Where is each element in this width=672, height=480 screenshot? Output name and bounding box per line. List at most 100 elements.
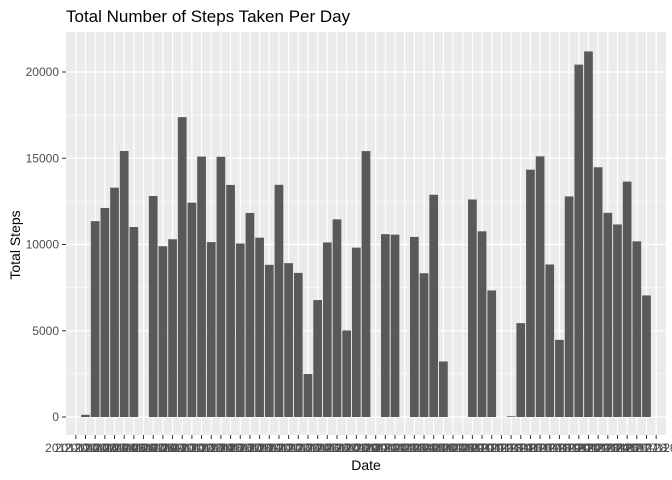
x-tick-label: 2012-11-22 [549, 441, 610, 455]
bar [477, 231, 487, 417]
x-tick-label: 2012-10-06 [94, 441, 156, 455]
x-tick-label: 2012-11-10 [432, 441, 493, 455]
x-tick-label: 2012-10-27 [297, 441, 359, 455]
x-tick-label: 2012-10-04 [74, 441, 136, 455]
x-tick-label: 2012-10-15 [181, 441, 243, 455]
x-tick-label: 2012-11-25 [578, 441, 639, 455]
x-tick-label: 2012-11-21 [539, 441, 600, 455]
x-tick-label: 2012-10-21 [239, 441, 301, 455]
x-tick-label: 2012-10-14 [171, 441, 233, 455]
bar [564, 196, 574, 417]
bar [81, 414, 90, 417]
bar [303, 374, 313, 417]
bar [235, 243, 245, 417]
bar [90, 221, 100, 417]
x-tick-label: 2012-10-18 [210, 441, 272, 455]
bar [410, 236, 419, 417]
x-tick-label: 2012-10-22 [248, 441, 310, 455]
bar [584, 51, 593, 417]
x-tick-label: 2012-10-20 [229, 441, 291, 455]
bar [284, 263, 293, 417]
bar [574, 64, 584, 417]
bar [419, 273, 429, 417]
x-tick-label: 2012-11-11 [443, 441, 503, 455]
bar [632, 241, 642, 417]
x-axis: 2012-10-012012-10-022012-10-032012-10-04… [45, 435, 672, 455]
bar [535, 156, 545, 418]
bar [226, 184, 235, 417]
bar [148, 196, 158, 417]
bar [506, 416, 516, 417]
x-tick-label: 2012-11-23 [558, 441, 619, 455]
bar [187, 202, 197, 417]
x-tick-label: 2012-11-06 [394, 441, 455, 455]
x-tick-label: 2012-10-25 [277, 441, 339, 455]
bar [468, 199, 477, 417]
bar [526, 169, 535, 417]
bar [622, 181, 632, 417]
x-tick-label: 2012-11-13 [461, 441, 522, 455]
x-axis-title: Date [351, 457, 381, 473]
x-tick-label: 2012-11-14 [471, 441, 532, 455]
bar [216, 156, 226, 417]
bar [158, 246, 168, 417]
x-tick-label: 2012-11-07 [403, 441, 464, 455]
bar [245, 212, 255, 417]
x-tick-label: 2012-11-29 [616, 441, 672, 455]
x-tick-label: 2012-11-24 [568, 441, 629, 455]
bar [100, 207, 110, 417]
x-tick-label: 2012-11-30 [626, 441, 672, 455]
bar [390, 234, 400, 417]
x-tick-label: 2012-10-24 [268, 441, 330, 455]
y-tick-label: 15000 [26, 151, 60, 165]
x-tick-label: 2012-11-02 [355, 441, 416, 455]
bar [293, 272, 303, 417]
x-tick-label: 2012-11-01 [345, 441, 406, 455]
bar [361, 151, 371, 417]
x-tick-label: 2012-11-17 [500, 441, 561, 455]
x-tick-label: 2012-10-10 [132, 441, 194, 455]
bar [487, 290, 497, 417]
bar [110, 187, 119, 417]
x-tick-label: 2012-10-19 [219, 441, 281, 455]
y-axis: 0 5000 10000 15000 20000 [26, 65, 66, 424]
x-tick-label: 2012-10-01 [45, 441, 107, 455]
x-tick-label: 2012-11-05 [384, 441, 445, 455]
x-tick-label: 2012-10-13 [161, 441, 223, 455]
bar [555, 339, 564, 417]
x-tick-label: 2012-10-31 [335, 441, 397, 455]
bar [129, 226, 139, 417]
x-tick-label: 2012-10-12 [152, 441, 214, 455]
x-tick-label: 2012-10-23 [258, 441, 320, 455]
x-tick-label: 2012-10-28 [306, 441, 368, 455]
x-tick-label: 2012-11-18 [510, 441, 571, 455]
bar [177, 117, 187, 418]
bar [603, 212, 613, 417]
bar [642, 295, 651, 417]
bar [429, 194, 439, 417]
bar [439, 361, 448, 417]
bar [322, 242, 332, 417]
bar [332, 219, 342, 417]
bar [197, 156, 206, 417]
x-tick-label: 2012-11-15 [481, 441, 542, 455]
x-tick-label: 2012-10-26 [287, 441, 349, 455]
x-tick-label: 2012-10-17 [200, 441, 262, 455]
y-tick-label: 10000 [26, 238, 60, 252]
x-tick-label: 2012-10-29 [316, 441, 378, 455]
x-tick-label: 2012-11-19 [520, 441, 581, 455]
x-tick-label: 2012-10-16 [190, 441, 252, 455]
bar [255, 237, 264, 417]
x-tick-label: 2012-10-03 [64, 441, 126, 455]
x-tick-label: 2012-11-04 [374, 441, 435, 455]
x-tick-label: 2012-11-12 [452, 441, 513, 455]
bar [613, 224, 622, 417]
x-tick-label: 2012-11-28 [607, 441, 668, 455]
y-tick-label: 0 [52, 410, 59, 424]
y-tick-label: 20000 [26, 65, 60, 79]
x-tick-label: 2012-11-16 [491, 441, 552, 455]
bar [593, 167, 603, 417]
bar [264, 264, 274, 417]
x-tick-label: 2012-11-20 [529, 441, 590, 455]
